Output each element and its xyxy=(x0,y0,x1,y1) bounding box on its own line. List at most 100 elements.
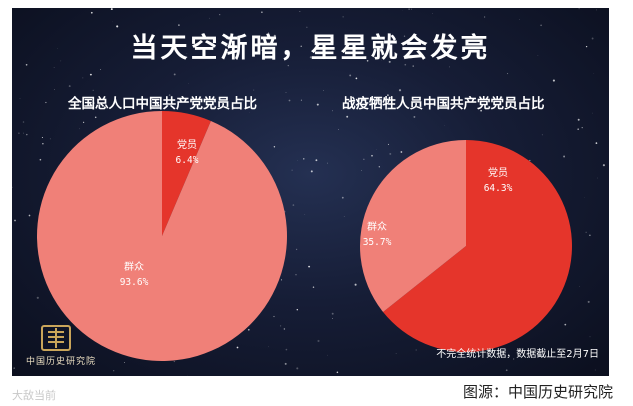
star xyxy=(178,24,180,26)
star xyxy=(60,60,62,62)
star xyxy=(338,129,339,130)
star xyxy=(363,158,365,160)
chart2-slice-label: 党员 xyxy=(488,166,508,179)
star xyxy=(366,59,369,62)
star xyxy=(45,101,47,104)
star xyxy=(243,99,245,101)
star xyxy=(26,133,28,136)
star xyxy=(295,248,298,251)
star xyxy=(540,24,542,27)
star xyxy=(112,21,113,23)
star xyxy=(585,231,587,233)
chart2-slice-label: 群众 xyxy=(367,220,387,233)
star xyxy=(342,16,344,18)
star xyxy=(577,118,580,121)
star xyxy=(151,98,153,100)
infographic-title: 当天空渐暗，星星就会发亮 xyxy=(130,33,491,64)
star xyxy=(299,11,301,12)
star xyxy=(281,279,282,281)
star xyxy=(226,99,228,101)
image-source-caption: 图源：中国历史研究院 xyxy=(462,383,613,401)
star xyxy=(323,90,324,91)
star xyxy=(346,115,349,118)
star xyxy=(432,13,433,14)
star xyxy=(273,146,276,148)
star xyxy=(93,102,95,104)
star xyxy=(513,358,515,360)
star xyxy=(173,73,176,76)
star xyxy=(238,40,240,42)
star xyxy=(411,8,412,10)
star xyxy=(507,73,509,75)
star xyxy=(268,346,269,348)
chart1-title: 全国总人口中国共产党党员占比 xyxy=(68,96,257,112)
star xyxy=(381,44,383,45)
star xyxy=(295,274,297,276)
star xyxy=(563,155,566,158)
star xyxy=(173,360,175,363)
star xyxy=(408,8,410,10)
star xyxy=(308,265,311,268)
star xyxy=(383,39,386,41)
star xyxy=(261,11,263,13)
star xyxy=(83,121,85,123)
star xyxy=(300,99,302,101)
star xyxy=(214,45,216,48)
star xyxy=(341,196,344,199)
star xyxy=(68,85,71,88)
star xyxy=(25,63,28,66)
star xyxy=(400,151,403,153)
star xyxy=(587,300,590,303)
star xyxy=(592,112,593,114)
star xyxy=(383,101,385,103)
star xyxy=(261,49,263,52)
star xyxy=(22,121,25,123)
star xyxy=(483,16,486,18)
star xyxy=(371,154,373,157)
star xyxy=(292,204,295,206)
star xyxy=(209,17,210,19)
star xyxy=(593,73,595,74)
star xyxy=(288,99,291,102)
star xyxy=(79,128,80,130)
star xyxy=(310,170,313,173)
star xyxy=(591,37,594,40)
star xyxy=(268,32,269,33)
star xyxy=(42,143,44,145)
chart2-title: 战疫牺牲人员中国共产党党员占比 xyxy=(342,96,545,112)
chart1-slice-label: 党员 xyxy=(177,138,197,151)
star xyxy=(343,216,345,218)
institute-name: 中国历史研究院 xyxy=(26,357,97,367)
chart1-slice-value: 93.6% xyxy=(120,277,149,288)
chart1-slice-label: 群众 xyxy=(124,260,144,273)
star xyxy=(541,134,543,136)
star xyxy=(387,143,389,145)
institute-seal-logo xyxy=(41,325,71,351)
star xyxy=(309,56,312,59)
star xyxy=(53,67,55,68)
star xyxy=(578,8,580,10)
star xyxy=(500,96,503,99)
star xyxy=(595,142,598,144)
star xyxy=(248,106,251,109)
star xyxy=(12,186,13,188)
star xyxy=(253,89,255,91)
star xyxy=(19,97,21,99)
star xyxy=(331,318,333,319)
star xyxy=(273,34,276,37)
star xyxy=(41,136,43,139)
star xyxy=(326,162,328,164)
star xyxy=(564,323,567,326)
star xyxy=(596,9,597,11)
star xyxy=(589,336,591,338)
star xyxy=(579,286,580,287)
star xyxy=(283,328,286,330)
star xyxy=(483,57,485,59)
star xyxy=(589,234,591,236)
star xyxy=(577,128,580,131)
star xyxy=(168,94,171,96)
star xyxy=(186,53,188,54)
star xyxy=(89,73,92,76)
star xyxy=(404,63,407,66)
star xyxy=(505,369,508,372)
